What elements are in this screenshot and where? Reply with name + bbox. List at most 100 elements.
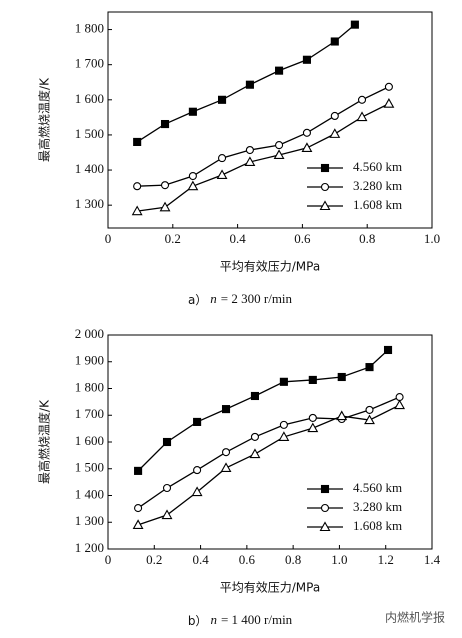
- caption: b） n = 1 400 r/min: [188, 612, 293, 628]
- y-tick-label: 2 000: [75, 326, 104, 341]
- caption: a） n = 2 300 r/min: [188, 291, 293, 307]
- marker-circle: [279, 420, 288, 429]
- marker-triangle: [301, 142, 313, 152]
- marker-triangle: [191, 486, 203, 497]
- marker-circle: [160, 181, 170, 190]
- marker-circle: [275, 141, 284, 150]
- marker-circle: [320, 503, 330, 513]
- plot-frame: [107, 334, 433, 550]
- caption-rest: = 2 300 r/min: [221, 291, 293, 306]
- marker-square: [188, 107, 197, 116]
- y-tick-label: 1 400: [75, 486, 104, 501]
- y-tick-label: 1 300: [75, 513, 104, 528]
- marker-square: [330, 37, 339, 46]
- y-tick-label: 1 800: [75, 21, 104, 36]
- marker-square: [250, 391, 260, 401]
- x-axis-label: 平均有效压力/MPa: [220, 580, 320, 595]
- marker-circle: [133, 182, 142, 191]
- marker-circle: [357, 95, 367, 104]
- marker-triangle: [319, 521, 331, 532]
- series-line: [137, 404, 400, 526]
- marker-square: [350, 20, 359, 29]
- marker-triangle: [364, 414, 375, 425]
- marker-triangle: [319, 200, 331, 211]
- x-tick-label: 0: [105, 231, 112, 246]
- marker-square: [134, 466, 143, 475]
- x-tick-label: 0.2: [146, 552, 162, 567]
- x-tick-label: 0.4: [229, 231, 246, 246]
- marker-circle: [365, 405, 374, 414]
- marker-circle: [162, 483, 172, 493]
- x-tick-label: 0.8: [359, 231, 375, 246]
- marker-triangle: [383, 98, 395, 108]
- marker-square: [337, 372, 346, 382]
- y-tick-label: 1 800: [75, 379, 104, 394]
- marker-circle: [308, 413, 317, 422]
- marker-circle: [302, 128, 311, 137]
- y-tick-label: 1 500: [75, 460, 104, 475]
- marker-triangle: [356, 111, 368, 122]
- marker-triangle: [307, 422, 319, 433]
- marker-square: [245, 80, 254, 89]
- series-line: [137, 396, 400, 509]
- y-tick-label: 1 200: [75, 540, 104, 555]
- marker-circle: [188, 171, 197, 181]
- marker-square: [133, 137, 142, 147]
- caption-rest: = 1 400 r/min: [221, 612, 293, 627]
- marker-circle: [250, 432, 260, 441]
- legend-label: 4.560 km: [353, 480, 402, 495]
- y-tick-label: 1 600: [75, 433, 104, 448]
- marker-triangle: [249, 448, 261, 459]
- legend-label: 3.280 km: [353, 178, 402, 193]
- marker-circle: [245, 145, 254, 155]
- series-line: [137, 349, 389, 472]
- x-tick-label: 0.2: [165, 231, 181, 246]
- marker-triangle: [336, 410, 348, 421]
- marker-triangle: [161, 509, 173, 520]
- marker-circle: [217, 154, 227, 163]
- x-tick-label: 1.4: [424, 552, 441, 567]
- marker-circle: [384, 82, 393, 91]
- series-line: [137, 103, 390, 212]
- marker-triangle: [216, 169, 228, 180]
- marker-triangle: [278, 431, 290, 441]
- marker-square: [162, 437, 172, 447]
- marker-triangle: [394, 399, 406, 410]
- caption-prefix: b）: [188, 614, 208, 628]
- y-tick-label: 1 600: [75, 91, 104, 106]
- marker-square: [320, 163, 330, 173]
- marker-square: [275, 66, 284, 75]
- y-tick-label: 1 900: [75, 353, 104, 368]
- legend-label: 4.560 km: [353, 159, 402, 174]
- watermark: 内燃机学报: [385, 610, 445, 625]
- marker-circle: [221, 448, 231, 457]
- y-tick-label: 1 500: [75, 126, 104, 141]
- marker-triangle: [132, 519, 144, 529]
- legend-label: 1.608 km: [353, 518, 402, 533]
- marker-square: [383, 345, 393, 355]
- marker-circle: [134, 504, 143, 513]
- x-tick-label: 1.0: [331, 552, 347, 567]
- x-tick-label: 0.4: [192, 552, 209, 567]
- y-tick-label: 1 700: [75, 56, 104, 71]
- marker-square: [279, 377, 288, 386]
- x-tick-label: 0.6: [294, 231, 311, 246]
- x-tick-label: 1.0: [424, 231, 440, 246]
- legend-label: 1.608 km: [353, 197, 402, 212]
- series-line: [137, 86, 390, 187]
- marker-square: [160, 119, 170, 129]
- marker-triangle: [273, 149, 285, 159]
- marker-square: [365, 363, 374, 372]
- x-axis-label: 平均有效压力/MPa: [220, 259, 320, 274]
- marker-circle: [320, 182, 330, 192]
- y-axis-label: 最高燃烧温度/K: [37, 77, 52, 162]
- marker-triangle: [244, 156, 256, 167]
- x-tick-label: 0.6: [239, 552, 256, 567]
- y-axis-label: 最高燃烧温度/K: [37, 399, 52, 484]
- marker-square: [217, 95, 227, 104]
- marker-square: [193, 417, 202, 426]
- plot-frame: [107, 11, 433, 229]
- marker-triangle: [187, 180, 199, 191]
- marker-square: [302, 55, 311, 64]
